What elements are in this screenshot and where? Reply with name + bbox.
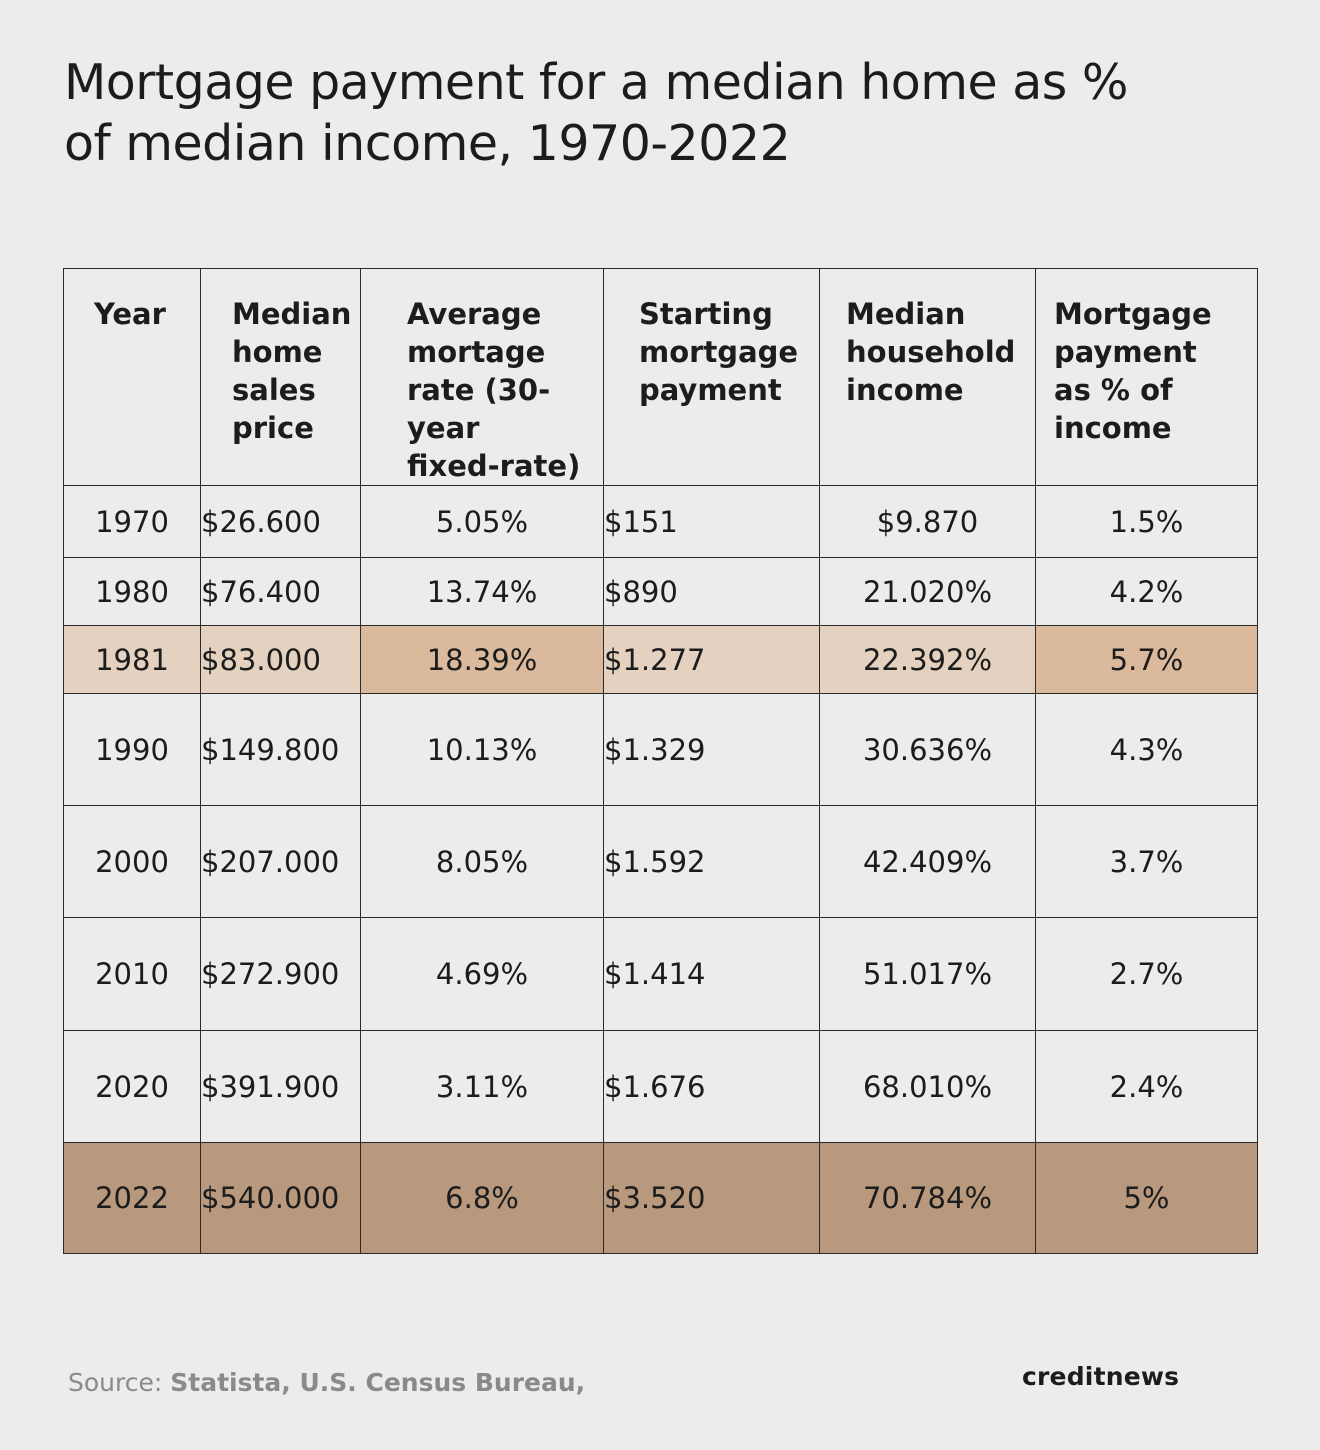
cell-rate: 3.11% [360, 1030, 604, 1143]
cell-payment-pct: 3.7% [1035, 805, 1258, 918]
header-starting-payment: Starting mortgage payment [603, 268, 820, 486]
header-starting-payment-text: Starting mortgage payment [639, 297, 799, 407]
table-header-row: Year Median home sales price Average mor… [63, 268, 1258, 486]
cell-payment-pct: 5% [1035, 1142, 1258, 1254]
cell-median-price: $26.600 [200, 485, 361, 558]
cell-payment-pct: 2.7% [1035, 917, 1258, 1031]
cell-year: 2022 [63, 1142, 201, 1254]
table-body: 1970 $26.600 5.05% $151 $9.870 1.5% 1980 $76.40… [63, 485, 1258, 1254]
title-line-2: of median income, 1970-2022 [64, 115, 791, 172]
title-line-1: Mortgage payment for a median home as % [64, 54, 1128, 111]
cell-median-price: $83.000 [200, 625, 361, 694]
cell-year: 1970 [63, 485, 201, 558]
cell-starting-payment: $1.277 [603, 625, 820, 694]
header-average-rate: Average mortage rate (30-year fixed-rate… [360, 268, 604, 486]
header-year: Year [63, 268, 201, 486]
cell-payment-pct: 4.2% [1035, 557, 1258, 626]
table-row: 1980 $76.400 13.74% $890 21.020% 4.2% [63, 557, 1258, 626]
creditnews-logo: creditnews [1022, 1362, 1180, 1391]
cell-starting-payment: $1.676 [603, 1030, 820, 1143]
cell-rate: 5.05% [360, 485, 604, 558]
cell-year: 2010 [63, 917, 201, 1031]
cell-median-income: 21.020% [819, 557, 1036, 626]
cell-median-price: $207.000 [200, 805, 361, 918]
cell-median-price: $391.900 [200, 1030, 361, 1143]
table-row: 2010 $272.900 4.69% $1.414 51.017% 2.7% [63, 917, 1258, 1031]
cell-rate: 6.8% [360, 1142, 604, 1254]
header-median-income-text: Median household income [846, 297, 1016, 407]
header-average-rate-text: Average mortage rate (30-year fixed-rate… [407, 297, 581, 483]
mortgage-table: Year Median home sales price Average mor… [63, 268, 1258, 1254]
header-median-home-price: Median home sales price [200, 268, 361, 486]
header-median-home-price-text: Median home sales price [232, 297, 352, 445]
cell-starting-payment: $151 [603, 485, 820, 558]
cell-median-income: 30.636% [819, 693, 1036, 806]
cell-median-income: 22.392% [819, 625, 1036, 694]
cell-median-price: $540.000 [200, 1142, 361, 1254]
page-title: Mortgage payment for a median home as % … [64, 52, 1164, 174]
source-label: Source: [68, 1368, 163, 1397]
cell-median-price: $272.900 [200, 917, 361, 1031]
cell-rate: 18.39% [360, 625, 604, 694]
cell-starting-payment: $3.520 [603, 1142, 820, 1254]
cell-payment-pct: 2.4% [1035, 1030, 1258, 1143]
cell-year: 2000 [63, 805, 201, 918]
cell-median-price: $76.400 [200, 557, 361, 626]
source-note: Source: Statista, U.S. Census Bureau, [68, 1368, 585, 1397]
header-payment-pct: Mortgage payment as % of income [1035, 268, 1258, 486]
cell-median-price: $149.800 [200, 693, 361, 806]
cell-year: 2020 [63, 1030, 201, 1143]
header-payment-pct-text: Mortgage payment as % of income [1054, 297, 1212, 445]
table-row: 2020 $391.900 3.11% $1.676 68.010% 2.4% [63, 1030, 1258, 1143]
cell-year: 1980 [63, 557, 201, 626]
cell-median-income: 68.010% [819, 1030, 1036, 1143]
cell-median-income: 70.784% [819, 1142, 1036, 1254]
cell-payment-pct: 5.7% [1035, 625, 1258, 694]
cell-rate: 13.74% [360, 557, 604, 626]
cell-starting-payment: $890 [603, 557, 820, 626]
cell-year: 1981 [63, 625, 201, 694]
cell-payment-pct: 4.3% [1035, 693, 1258, 806]
cell-starting-payment: $1.329 [603, 693, 820, 806]
table-row: 2022 $540.000 6.8% $3.520 70.784% 5% [63, 1142, 1258, 1254]
table-row: 1990 $149.800 10.13% $1.329 30.636% 4.3% [63, 693, 1258, 806]
header-median-income: Median household income [819, 268, 1036, 486]
cell-year: 1990 [63, 693, 201, 806]
table-row: 2000 $207.000 8.05% $1.592 42.409% 3.7% [63, 805, 1258, 918]
cell-payment-pct: 1.5% [1035, 485, 1258, 558]
cell-rate: 8.05% [360, 805, 604, 918]
cell-starting-payment: $1.414 [603, 917, 820, 1031]
cell-rate: 4.69% [360, 917, 604, 1031]
cell-median-income: 51.017% [819, 917, 1036, 1031]
cell-median-income: $9.870 [819, 485, 1036, 558]
cell-starting-payment: $1.592 [603, 805, 820, 918]
table-row: 1981 $83.000 18.39% $1.277 22.392% 5.7% [63, 625, 1258, 694]
table-row: 1970 $26.600 5.05% $151 $9.870 1.5% [63, 485, 1258, 558]
cell-median-income: 42.409% [819, 805, 1036, 918]
cell-rate: 10.13% [360, 693, 604, 806]
source-names: Statista, U.S. Census Bureau, [170, 1368, 586, 1397]
